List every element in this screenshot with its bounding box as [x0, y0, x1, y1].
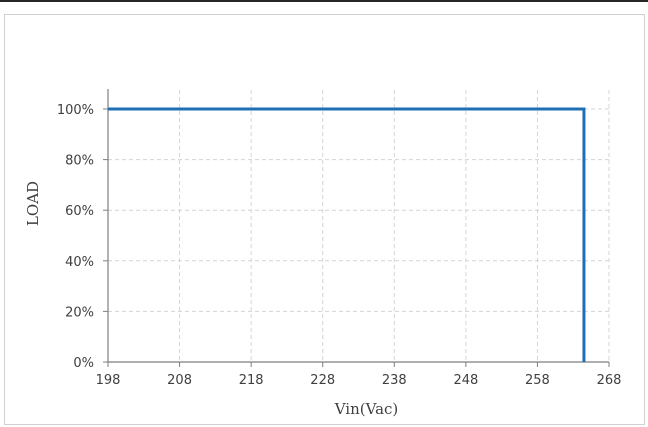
x-tick-label: 268	[597, 373, 622, 388]
axes	[103, 89, 610, 367]
window-top-border	[0, 0, 648, 2]
x-tick-label: 248	[453, 373, 478, 388]
y-tick-label: 60%	[65, 204, 94, 219]
y-axis-title: LOAD	[24, 181, 42, 226]
y-tick-label: 40%	[65, 255, 94, 270]
x-tick-label: 218	[239, 373, 264, 388]
tick-labels: 0% 20% 40% 60% 80% 100% 198 208 218 228 238 248 258 2…	[57, 103, 622, 388]
x-tick-label: 238	[382, 373, 407, 388]
x-tick-label: 208	[167, 373, 192, 388]
data-series	[107, 107, 586, 363]
y-tick-label: 100%	[57, 103, 94, 118]
x-tick-label: 258	[525, 373, 550, 388]
chart-frame	[4, 14, 645, 425]
grid-lines	[108, 90, 610, 362]
y-tick-label: 20%	[65, 305, 94, 320]
x-tick-label: 228	[310, 373, 335, 388]
x-axis-title: Vin(Vac)	[334, 400, 399, 418]
y-tick-label: 0%	[73, 356, 94, 371]
x-tick-label: 198	[96, 373, 121, 388]
y-tick-label: 80%	[65, 154, 94, 169]
